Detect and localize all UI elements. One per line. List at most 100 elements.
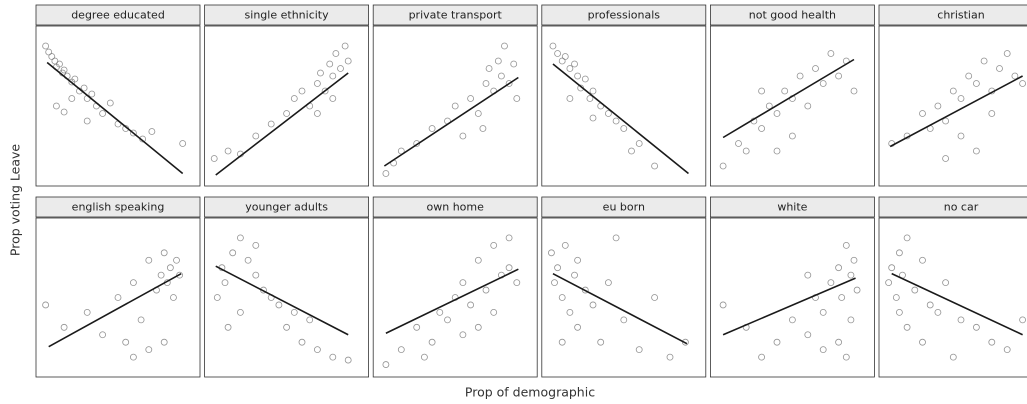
point bbox=[505, 80, 513, 87]
panel-title: eu born bbox=[603, 201, 645, 214]
point bbox=[474, 323, 482, 331]
point bbox=[942, 155, 949, 162]
point bbox=[620, 316, 628, 324]
point bbox=[114, 294, 122, 301]
point bbox=[566, 308, 574, 316]
panel-title: no car bbox=[944, 201, 979, 214]
point bbox=[451, 102, 459, 110]
point bbox=[957, 95, 965, 102]
point bbox=[179, 140, 187, 147]
point bbox=[835, 264, 842, 272]
point bbox=[482, 286, 490, 294]
point bbox=[80, 84, 88, 92]
point bbox=[819, 80, 827, 87]
point bbox=[176, 271, 184, 279]
point bbox=[129, 353, 137, 361]
strip bbox=[541, 4, 707, 26]
point bbox=[949, 353, 957, 361]
panel-title: own home bbox=[427, 201, 485, 214]
point bbox=[397, 346, 405, 354]
panel-title: professionals bbox=[588, 9, 661, 22]
point bbox=[56, 60, 63, 68]
point bbox=[326, 60, 334, 68]
panel bbox=[878, 25, 1027, 187]
point bbox=[719, 162, 727, 170]
panel bbox=[710, 25, 875, 187]
point bbox=[942, 117, 949, 125]
point bbox=[213, 294, 221, 301]
point bbox=[283, 323, 291, 331]
panel bbox=[35, 217, 201, 378]
point bbox=[571, 60, 578, 68]
point bbox=[298, 87, 306, 95]
point bbox=[60, 323, 68, 331]
fit-line bbox=[48, 272, 182, 348]
point bbox=[589, 301, 597, 309]
point bbox=[758, 87, 765, 95]
point bbox=[482, 80, 490, 87]
point bbox=[819, 346, 827, 354]
point bbox=[574, 323, 581, 331]
point bbox=[926, 301, 934, 309]
strip bbox=[710, 4, 875, 26]
point bbox=[561, 53, 569, 60]
panel bbox=[204, 217, 370, 378]
point bbox=[99, 110, 106, 117]
point bbox=[586, 95, 594, 102]
point bbox=[835, 72, 842, 80]
point bbox=[558, 338, 566, 346]
point bbox=[934, 308, 942, 316]
point bbox=[548, 249, 555, 257]
point bbox=[337, 65, 344, 72]
point bbox=[474, 256, 482, 264]
x-axis-title: Prop of demographic bbox=[465, 385, 595, 400]
panel bbox=[35, 25, 201, 187]
point bbox=[329, 72, 337, 80]
point bbox=[812, 65, 819, 72]
point bbox=[83, 117, 91, 125]
point bbox=[903, 323, 911, 331]
point bbox=[173, 256, 180, 264]
point bbox=[589, 114, 597, 122]
point bbox=[71, 75, 79, 83]
point bbox=[157, 271, 165, 279]
strip bbox=[878, 196, 1027, 218]
point bbox=[742, 147, 750, 155]
point bbox=[129, 129, 137, 137]
point bbox=[554, 50, 561, 57]
point bbox=[589, 87, 597, 95]
point bbox=[436, 308, 444, 316]
point bbox=[850, 87, 858, 95]
point bbox=[306, 316, 314, 324]
point bbox=[892, 294, 900, 301]
point bbox=[566, 95, 574, 102]
point bbox=[267, 120, 275, 128]
point bbox=[628, 147, 635, 155]
point bbox=[919, 338, 926, 346]
point bbox=[566, 65, 574, 72]
point bbox=[236, 308, 244, 316]
panel-title: english speaking bbox=[72, 201, 165, 214]
fit-line bbox=[385, 268, 519, 334]
point bbox=[329, 95, 337, 102]
point bbox=[170, 294, 177, 301]
point bbox=[494, 57, 502, 65]
panel bbox=[372, 25, 538, 187]
point bbox=[344, 356, 352, 364]
point bbox=[53, 102, 60, 110]
point bbox=[554, 264, 561, 272]
point bbox=[510, 60, 518, 68]
point bbox=[332, 50, 340, 57]
point bbox=[428, 125, 436, 132]
panel-title: not good health bbox=[749, 9, 836, 22]
fit-line bbox=[552, 272, 688, 345]
point bbox=[236, 234, 244, 242]
fit-line bbox=[889, 75, 1023, 148]
point bbox=[973, 147, 980, 155]
point bbox=[719, 301, 727, 309]
point bbox=[847, 271, 855, 279]
point bbox=[581, 75, 589, 83]
point bbox=[651, 294, 658, 301]
point bbox=[513, 279, 521, 287]
